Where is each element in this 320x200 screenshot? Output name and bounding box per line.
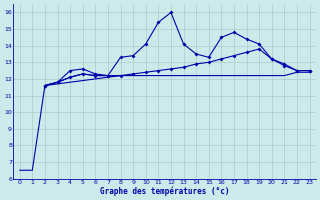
X-axis label: Graphe des températures (°c): Graphe des températures (°c) <box>100 186 229 196</box>
